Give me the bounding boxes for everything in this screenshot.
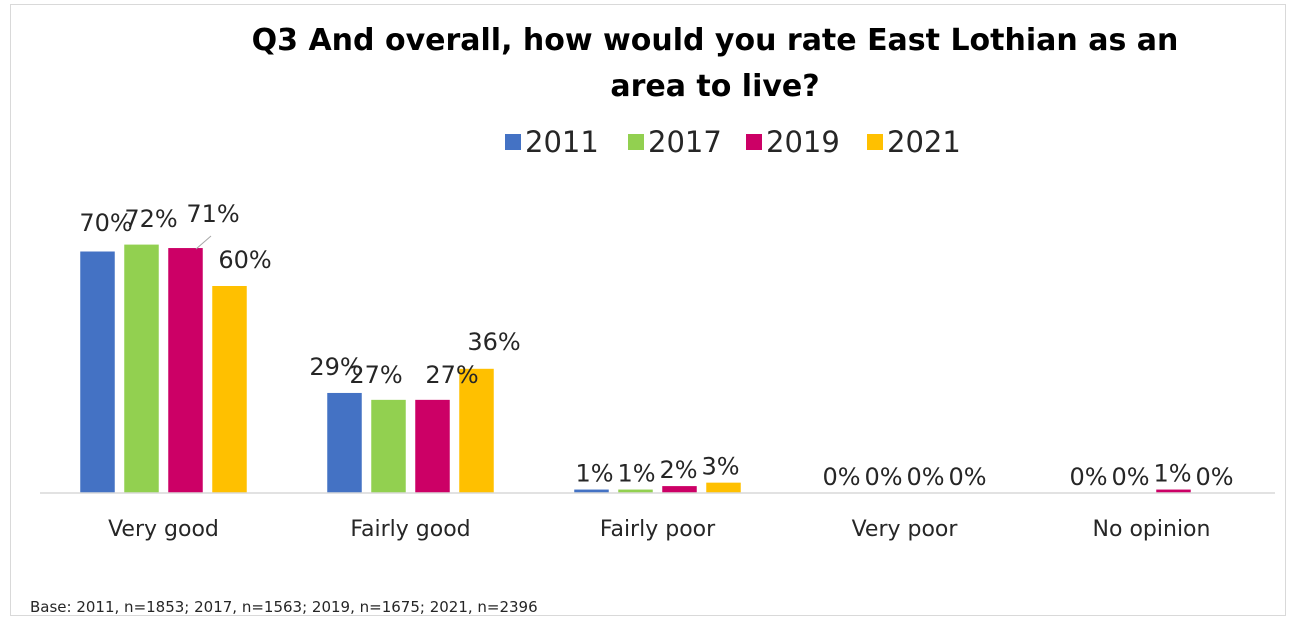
data-label-2021-fairly-good: 36% (467, 328, 520, 356)
category-label-very-poor: Very poor (852, 517, 959, 542)
bar-2021-very-good (212, 286, 247, 493)
data-label-2021-fairly-poor: 3% (701, 453, 739, 481)
data-label-2011-fairly-good: 29% (309, 353, 362, 381)
category-label-fairly-poor: Fairly poor (600, 517, 716, 542)
leader-lines (195, 235, 212, 250)
bar-2011-very-good (80, 251, 115, 493)
bar-2011-fairly-poor (574, 489, 609, 493)
data-label-2017-very-good: 72% (124, 205, 177, 233)
data-label-2011-no-opinion: 0% (1069, 463, 1107, 491)
bar-2019-fairly-good (415, 399, 450, 493)
data-label-2017-fairly-good: 27% (349, 361, 402, 389)
bar-2017-fairly-poor (618, 489, 653, 493)
data-label-2017-fairly-poor: 1% (617, 460, 655, 488)
legend-label-2021: 2021 (887, 125, 961, 159)
data-label-2011-very-good: 70% (79, 209, 132, 237)
category-label-fairly-good: Fairly good (350, 517, 470, 542)
data-label-2019-no-opinion: 1% (1153, 460, 1191, 488)
base-note: Base: 2011, n=1853; 2017, n=1563; 2019, … (30, 598, 538, 616)
data-label-2019-very-good: 71% (186, 200, 239, 228)
bar-2019-fairly-poor (662, 486, 697, 493)
data-label-2021-no-opinion: 0% (1195, 463, 1233, 491)
category-label-very-good: Very good (108, 517, 219, 542)
data-label-2019-fairly-poor: 2% (659, 456, 697, 484)
category-label-no-opinion: No opinion (1093, 517, 1211, 542)
data-label-2011-very-poor: 0% (822, 463, 860, 491)
chart-title: Q3 And overall, how would you rate East … (252, 23, 1179, 104)
chart-title-line-2: area to live? (610, 69, 819, 104)
chart-title-line-1: Q3 And overall, how would you rate East … (252, 23, 1179, 58)
data-label-2011-fairly-poor: 1% (575, 460, 613, 488)
chart-legend: 2011 2017 2019 2021 (505, 125, 961, 159)
data-label-2019-fairly-good: 27% (425, 361, 478, 389)
legend-swatch-2011 (505, 134, 521, 150)
bar-2019-no-opinion (1156, 489, 1191, 493)
bar-2017-very-good (124, 244, 159, 493)
bar-2021-fairly-good (459, 368, 494, 493)
bar-series (80, 244, 1191, 493)
data-label-2021-very-good: 60% (218, 246, 271, 274)
data-labels: 70%72% 71%60%29%27% 27%36%1% 1% 2% 3% 0% 0% 0% 0%… (79, 200, 1233, 491)
leader-line-2019-very-good (195, 235, 212, 250)
legend-label-2011: 2011 (525, 125, 599, 159)
bar-2017-fairly-good (371, 399, 406, 493)
bar-2011-fairly-good (327, 392, 362, 493)
legend-swatch-2019 (746, 134, 762, 150)
data-label-2019-very-poor: 0% (906, 463, 944, 491)
bar-2019-very-good (168, 248, 203, 493)
legend-label-2019: 2019 (766, 125, 840, 159)
bar-2021-fairly-poor (706, 482, 741, 493)
data-label-2021-very-poor: 0% (948, 463, 986, 491)
legend-swatch-2017 (628, 134, 644, 150)
data-label-2017-very-poor: 0% (864, 463, 902, 491)
legend-label-2017: 2017 (648, 125, 722, 159)
data-label-2017-no-opinion: 0% (1111, 463, 1149, 491)
category-labels: Very good Fairly good Fairly poor Very poor… (108, 517, 1210, 542)
legend-swatch-2021 (867, 134, 883, 150)
